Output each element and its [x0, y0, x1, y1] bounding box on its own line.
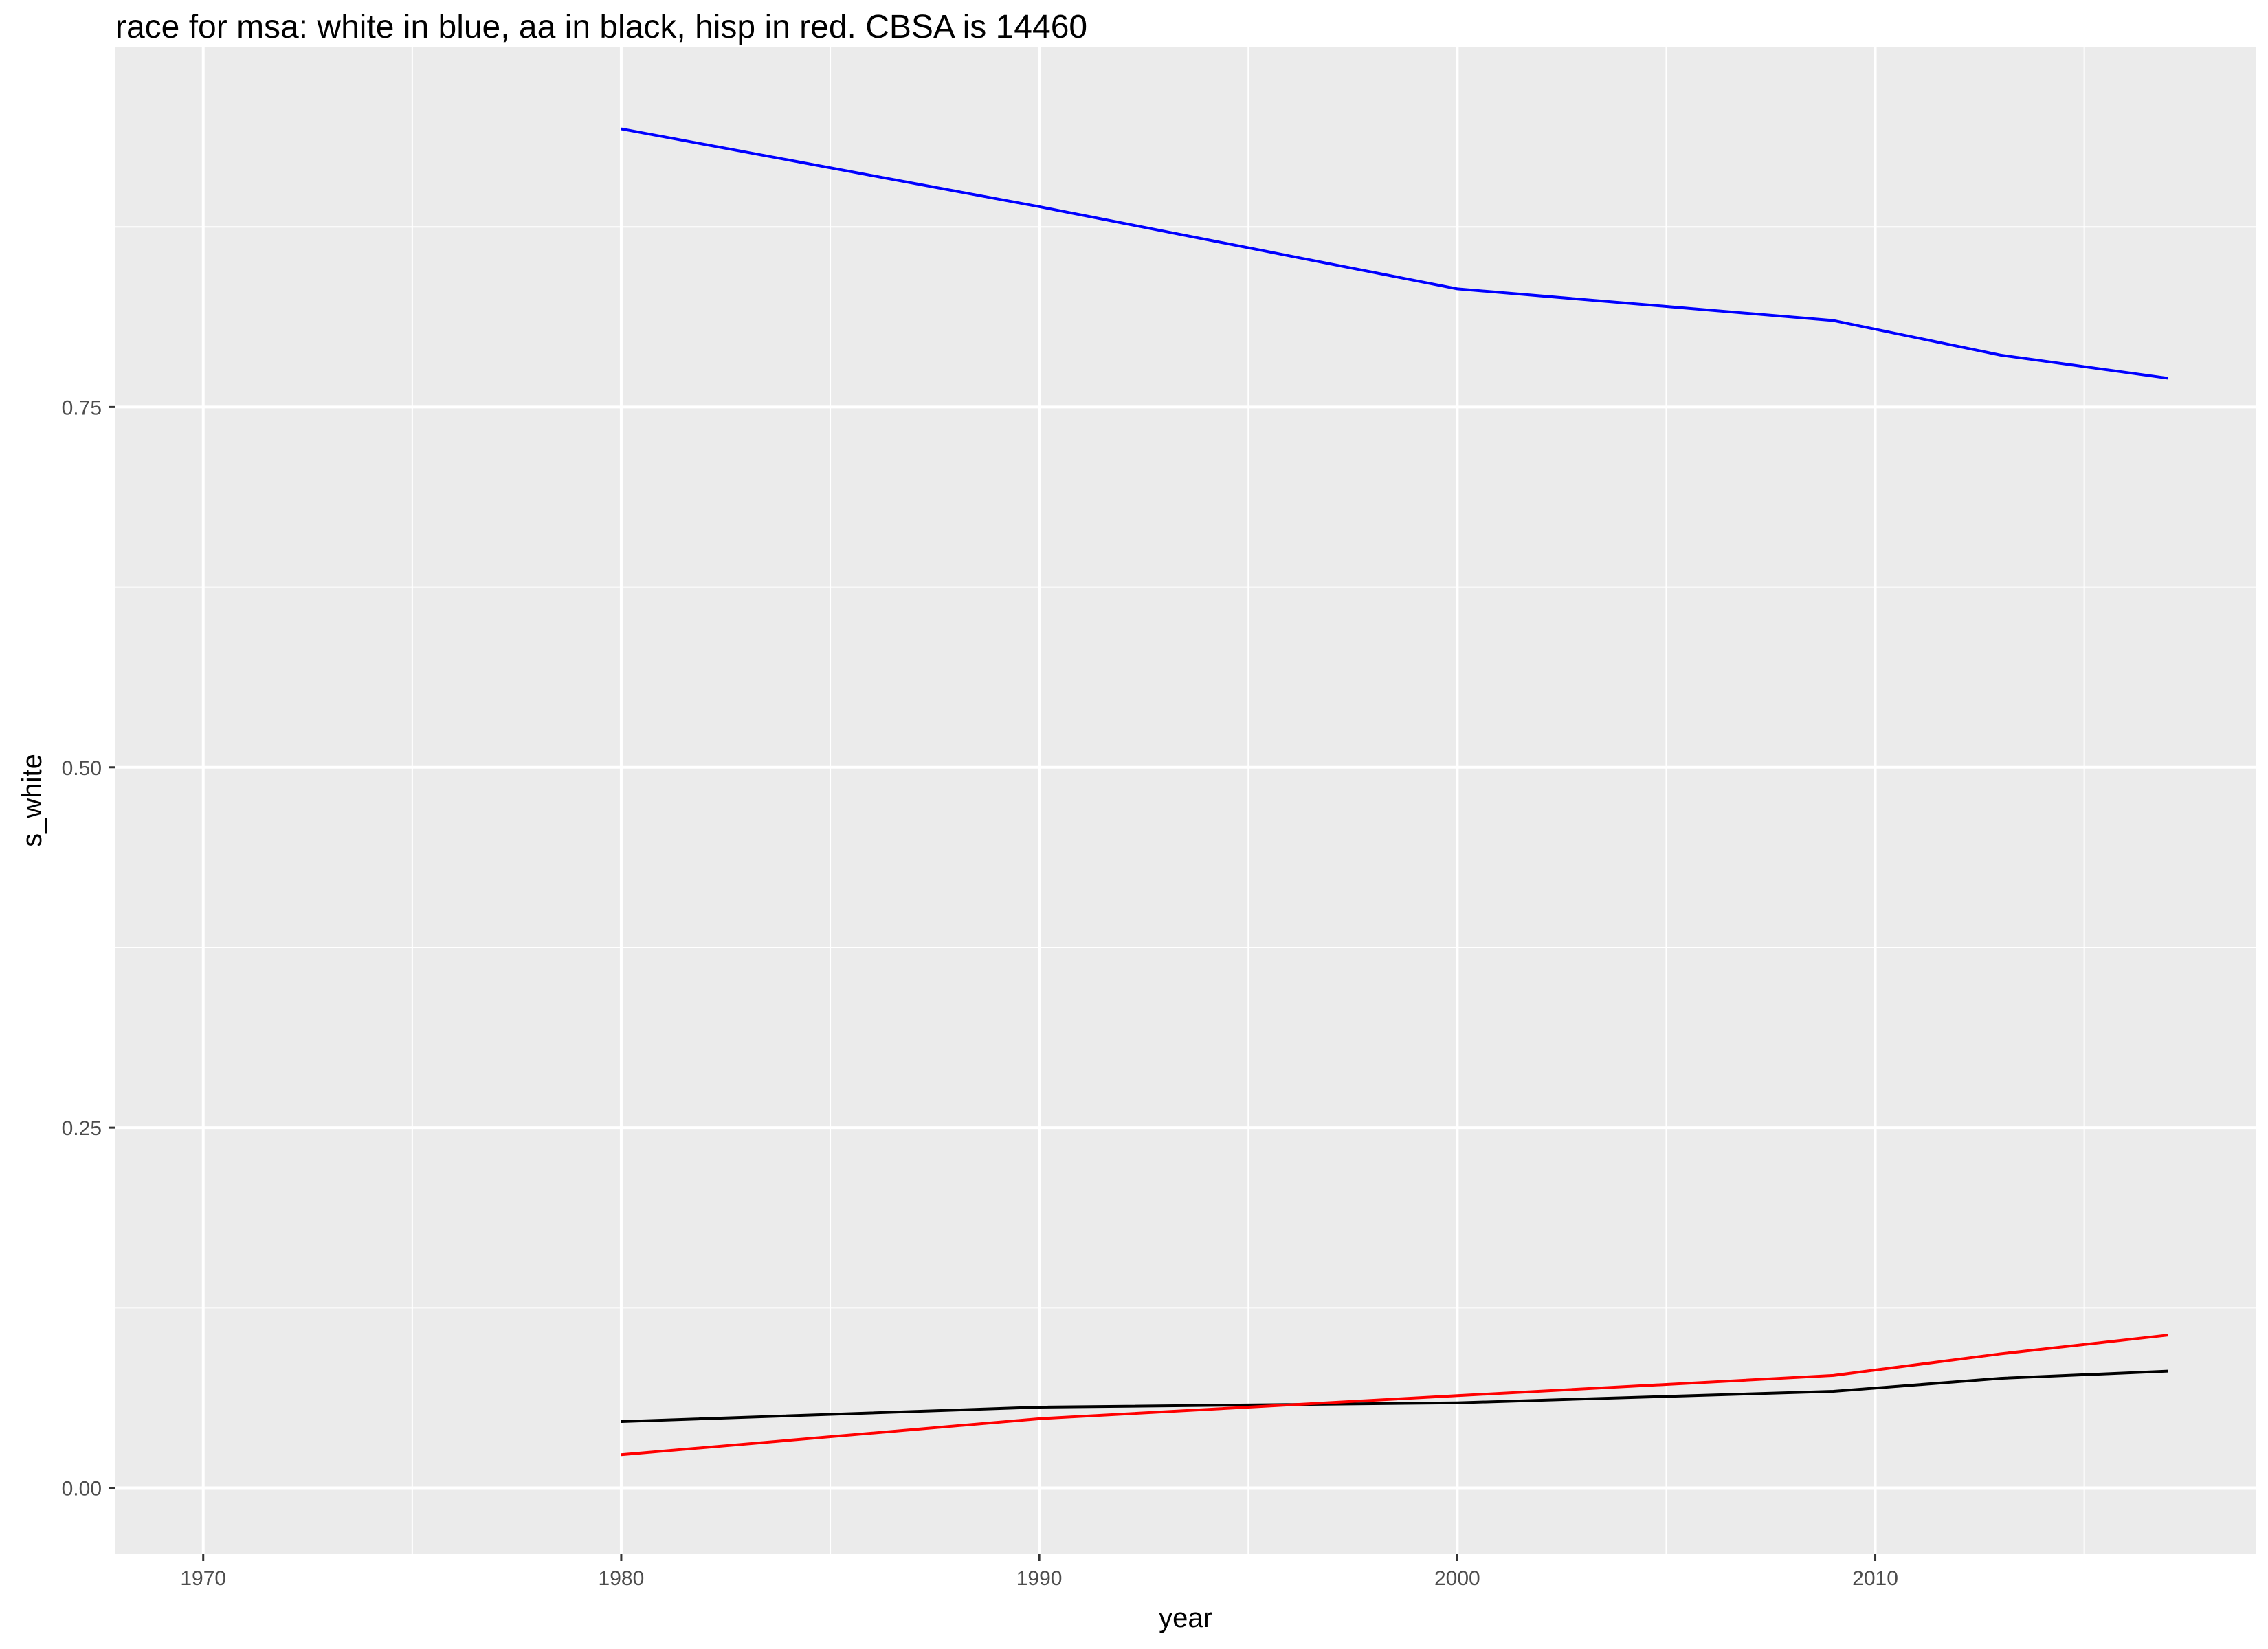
- y-tick-label: 0.00: [62, 1478, 102, 1501]
- series-line-0: [621, 127, 2168, 380]
- x-tick-label: 2010: [1852, 1567, 1898, 1590]
- series-line-1: [621, 1369, 2168, 1424]
- series-line-2: [621, 1334, 2168, 1457]
- x-tick-label: 1980: [599, 1567, 645, 1590]
- y-tick-label: 0.75: [62, 396, 102, 419]
- plot-panel: [115, 47, 2256, 1554]
- chart-title: race for msa: white in blue, aa in black…: [115, 9, 1088, 45]
- major-gridlines: [115, 47, 2256, 1554]
- y-tick-label: 0.25: [62, 1117, 102, 1140]
- y-tick-label: 0.50: [62, 757, 102, 780]
- minor-gridlines: [115, 47, 2256, 1554]
- x-tick-label: 1990: [1016, 1567, 1063, 1590]
- x-axis: 1970 1980 1990 2000 2010: [180, 1554, 1898, 1590]
- x-axis-title: year: [1159, 1603, 1212, 1633]
- y-axis-title: s_white: [17, 754, 47, 847]
- y-axis: 0.00 0.25 0.50 0.75: [62, 396, 115, 1501]
- x-tick-label: 2000: [1434, 1567, 1480, 1590]
- series-lines: [621, 127, 2168, 1457]
- x-tick-label: 1970: [180, 1567, 226, 1590]
